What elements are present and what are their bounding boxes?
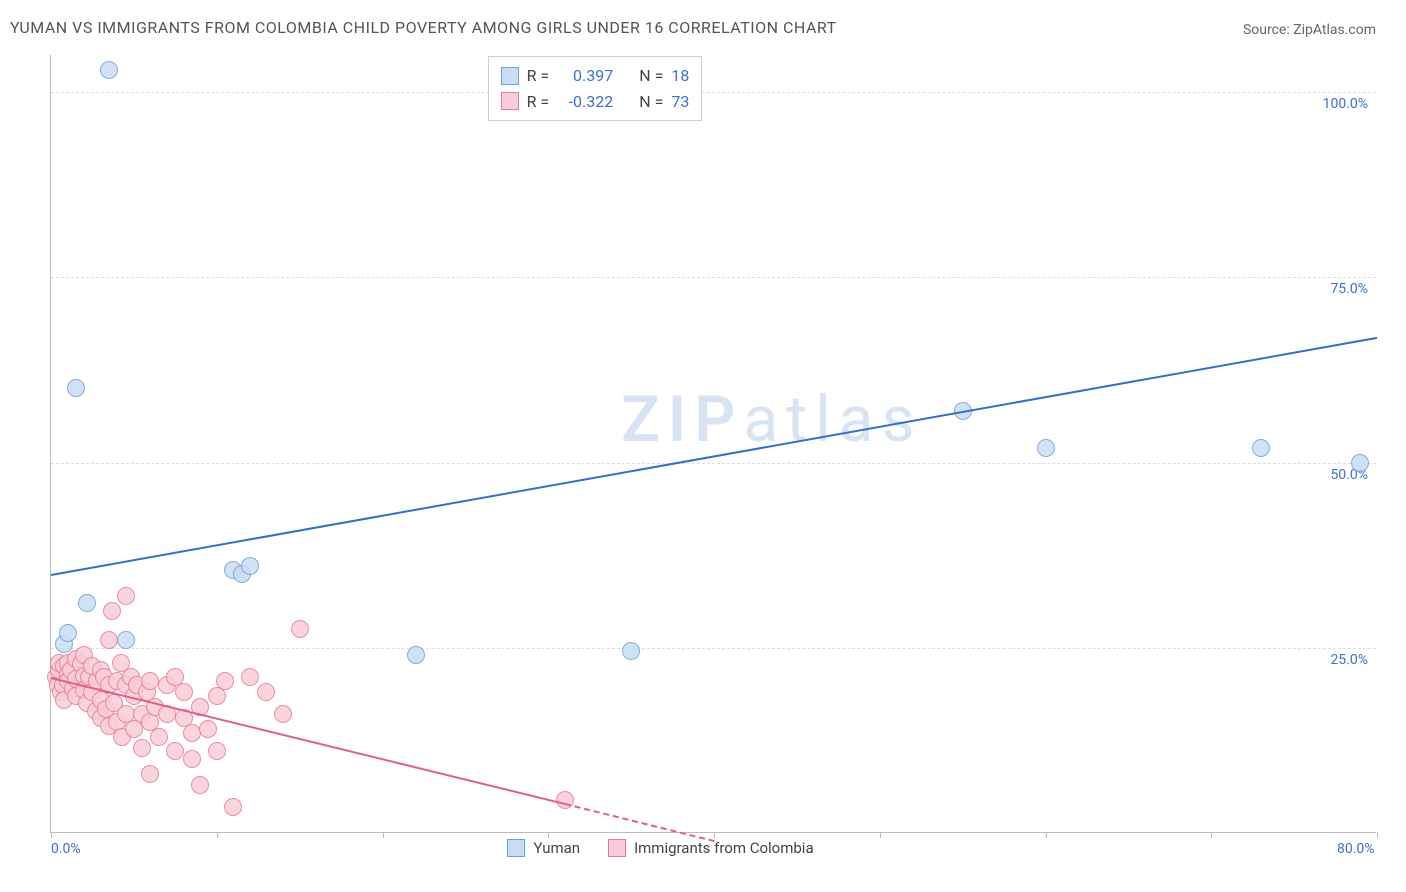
- gridline: [51, 463, 1376, 464]
- data-point: [166, 742, 184, 760]
- series-legend: Yuman Immigrants from Colombia: [507, 839, 813, 857]
- data-point: [241, 668, 259, 686]
- regression-line: [51, 337, 1377, 576]
- data-point: [67, 379, 85, 397]
- legend-item: Immigrants from Colombia: [608, 839, 814, 857]
- data-point: [224, 798, 242, 816]
- legend-label: Immigrants from Colombia: [634, 839, 814, 857]
- data-point: [100, 631, 118, 649]
- x-tick-mark: [51, 832, 52, 838]
- x-tick-mark: [548, 832, 549, 838]
- data-point: [241, 557, 259, 575]
- legend-item: Yuman: [507, 839, 580, 857]
- data-point: [141, 765, 159, 783]
- data-point: [1351, 454, 1369, 472]
- legend-swatch: [501, 92, 519, 110]
- x-tick-mark: [714, 832, 715, 838]
- data-point: [274, 705, 292, 723]
- stat-r-label: R =: [527, 89, 550, 115]
- plot-area: ZIPatlas 25.0%50.0%75.0%100.0%0.0%80.0%: [50, 55, 1376, 833]
- y-tick-label: 25.0%: [1330, 652, 1368, 668]
- y-tick-label: 75.0%: [1330, 281, 1368, 297]
- data-point: [1252, 439, 1270, 457]
- data-point: [407, 646, 425, 664]
- stat-n-label: N =: [639, 89, 663, 115]
- x-tick-mark: [1046, 832, 1047, 838]
- gridline: [51, 277, 1376, 278]
- data-point: [208, 742, 226, 760]
- data-point: [150, 728, 168, 746]
- regression-line: [565, 803, 715, 842]
- source-value: ZipAtlas.com: [1293, 22, 1376, 38]
- x-tick-mark: [217, 832, 218, 838]
- correlation-stats-legend: R = 0.397 N = 18 R = -0.322 N = 73: [488, 56, 703, 121]
- gridline: [51, 648, 1376, 649]
- data-point: [183, 750, 201, 768]
- watermark-zip: ZIP: [621, 382, 743, 457]
- data-point: [78, 594, 96, 612]
- chart-container: YUMAN VS IMMIGRANTS FROM COLOMBIA CHILD …: [0, 0, 1406, 892]
- data-point: [183, 724, 201, 742]
- data-point: [141, 672, 159, 690]
- data-point: [291, 620, 309, 638]
- data-point: [117, 587, 135, 605]
- x-tick-mark: [1211, 832, 1212, 838]
- x-tick-label: 0.0%: [51, 841, 81, 857]
- data-point: [133, 739, 151, 757]
- x-tick-mark: [383, 832, 384, 838]
- x-tick-mark: [880, 832, 881, 838]
- data-point: [257, 683, 275, 701]
- legend-label: Yuman: [533, 839, 580, 857]
- data-point: [175, 683, 193, 701]
- stat-n-label: N =: [639, 63, 663, 89]
- stats-legend-row: R = 0.397 N = 18: [501, 63, 690, 89]
- stats-legend-row: R = -0.322 N = 73: [501, 89, 690, 115]
- legend-swatch: [507, 839, 525, 857]
- legend-swatch: [608, 839, 626, 857]
- source-attribution: Source: ZipAtlas.com: [1243, 22, 1376, 38]
- y-tick-label: 100.0%: [1323, 96, 1368, 112]
- stat-r-value: -0.322: [557, 89, 613, 115]
- source-label: Source:: [1243, 22, 1290, 38]
- stat-r-label: R =: [527, 63, 550, 89]
- data-point: [103, 602, 121, 620]
- data-point: [199, 720, 217, 738]
- x-tick-label: 80.0%: [1337, 841, 1375, 857]
- stat-r-value: 0.397: [557, 63, 613, 89]
- legend-swatch: [501, 67, 519, 85]
- data-point: [117, 631, 135, 649]
- data-point: [59, 624, 77, 642]
- data-point: [1037, 439, 1055, 457]
- data-point: [191, 776, 209, 794]
- gridline: [51, 92, 1376, 93]
- stat-n-value: 18: [671, 63, 689, 89]
- data-point: [100, 61, 118, 79]
- data-point: [622, 642, 640, 660]
- data-point: [216, 672, 234, 690]
- x-tick-mark: [1377, 832, 1378, 838]
- chart-title: YUMAN VS IMMIGRANTS FROM COLOMBIA CHILD …: [10, 18, 837, 37]
- stat-n-value: 73: [671, 89, 689, 115]
